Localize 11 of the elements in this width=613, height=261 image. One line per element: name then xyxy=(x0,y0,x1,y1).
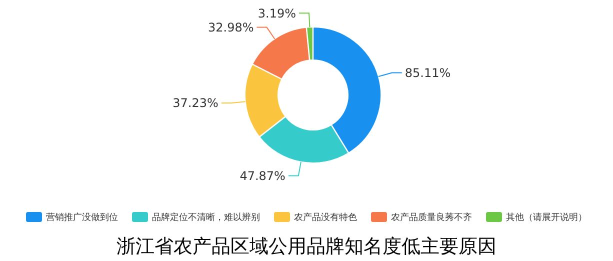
legend-label: 品牌定位不清晰，难以辨别 xyxy=(152,212,260,224)
data-label: 47.87% xyxy=(240,168,286,183)
data-label: 32.98% xyxy=(208,20,254,34)
data-label: 85.11% xyxy=(404,66,451,80)
legend-label: 其他（请展开说明） xyxy=(506,212,587,224)
legend-label: 农产品没有特色 xyxy=(294,212,357,224)
data-label: 3.19% xyxy=(258,6,296,20)
legend-label: 营销推广没做到位 xyxy=(46,212,118,224)
text: 浙江省农产品区域公用品牌知名度低主要原因 xyxy=(116,236,496,258)
legend-label: 农产品质量良莠不齐 xyxy=(391,212,472,224)
data-label: 37.23% xyxy=(172,96,218,110)
